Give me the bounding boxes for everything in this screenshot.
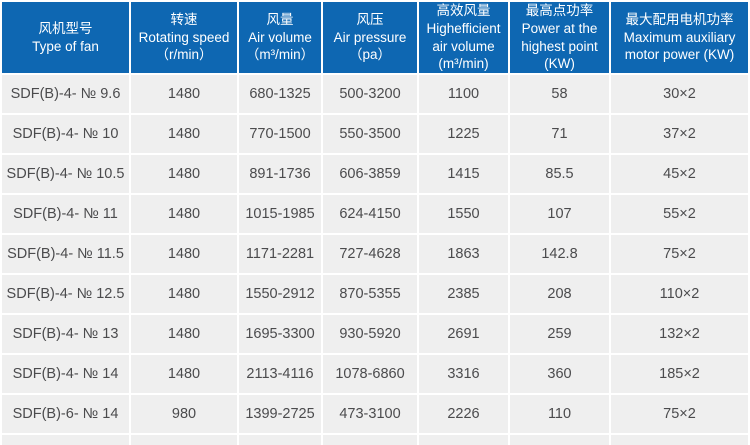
- cell-air-volume: 1015-1985: [239, 195, 321, 233]
- cell-max-motor-power: 37×2: [611, 115, 748, 153]
- cell-empty: [611, 435, 748, 445]
- column-header-air-pressure: 风压 Air pressure （pa）: [323, 2, 417, 73]
- table-row: SDF(B)-4- № 11.5 1480 1171-2281 727-4628…: [2, 235, 748, 273]
- cell-empty: [323, 435, 417, 445]
- cell-air-pressure: 1078-6860: [323, 355, 417, 393]
- cell-empty: [131, 435, 237, 445]
- cell-max-motor-power: 55×2: [611, 195, 748, 233]
- header-row: 风机型号 Type of fan 转速 Rotating speed （r/mi…: [2, 2, 748, 73]
- column-header-fan-type: 风机型号 Type of fan: [2, 2, 129, 73]
- cell-air-pressure: 624-4150: [323, 195, 417, 233]
- table-row: SDF(B)-4- № 11 1480 1015-1985 624-4150 1…: [2, 195, 748, 233]
- cell-power-highest-point: 85.5: [510, 155, 609, 193]
- cell-max-motor-power: 30×2: [611, 75, 748, 113]
- cell-max-motor-power: 185×2: [611, 355, 748, 393]
- cell-high-efficient-air-volume: 1550: [419, 195, 508, 233]
- cell-power-highest-point: 107: [510, 195, 609, 233]
- cell-empty: [510, 435, 609, 445]
- cell-max-motor-power: 75×2: [611, 235, 748, 273]
- table-row: SDF(B)-4- № 14 1480 2113-4116 1078-6860 …: [2, 355, 748, 393]
- cell-high-efficient-air-volume: 1863: [419, 235, 508, 273]
- cell-air-pressure: 870-5355: [323, 275, 417, 313]
- column-header-rotating-speed: 转速 Rotating speed （r/min）: [131, 2, 237, 73]
- cell-fan-model: SDF(B)-4- № 11.5: [2, 235, 129, 273]
- cell-high-efficient-air-volume: 2691: [419, 315, 508, 353]
- cell-rotating-speed: 1480: [131, 195, 237, 233]
- cell-rotating-speed: 1480: [131, 155, 237, 193]
- cell-fan-model: SDF(B)-4- № 12.5: [2, 275, 129, 313]
- cell-air-pressure: 550-3500: [323, 115, 417, 153]
- cell-empty: [2, 435, 129, 445]
- cell-power-highest-point: 110: [510, 395, 609, 433]
- cell-power-highest-point: 58: [510, 75, 609, 113]
- cell-high-efficient-air-volume: 1100: [419, 75, 508, 113]
- cell-high-efficient-air-volume: 1225: [419, 115, 508, 153]
- cell-fan-model: SDF(B)-6- № 14: [2, 395, 129, 433]
- cell-rotating-speed: 980: [131, 395, 237, 433]
- cell-fan-model: SDF(B)-4- № 13: [2, 315, 129, 353]
- cell-rotating-speed: 1480: [131, 235, 237, 273]
- cell-air-volume: 1171-2281: [239, 235, 321, 273]
- table-row: SDF(B)-4- № 12.5 1480 1550-2912 870-5355…: [2, 275, 748, 313]
- cell-rotating-speed: 1480: [131, 275, 237, 313]
- cell-air-pressure: 727-4628: [323, 235, 417, 273]
- cell-high-efficient-air-volume: 2226: [419, 395, 508, 433]
- table-row-clipped: [2, 435, 748, 445]
- column-header-air-volume: 风量 Air volume （m³/min）: [239, 2, 321, 73]
- cell-air-pressure: 930-5920: [323, 315, 417, 353]
- cell-empty: [419, 435, 508, 445]
- cell-air-volume: 2113-4116: [239, 355, 321, 393]
- column-header-high-efficient-air-volume: 高效风量 Highefficient air volume (m³/min): [419, 2, 508, 73]
- cell-power-highest-point: 259: [510, 315, 609, 353]
- column-header-max-motor-power: 最大配用电机功率 Maximum auxiliary motor power (…: [611, 2, 748, 73]
- cell-air-volume: 680-1325: [239, 75, 321, 113]
- cell-max-motor-power: 45×2: [611, 155, 748, 193]
- cell-air-volume: 891-1736: [239, 155, 321, 193]
- cell-air-volume: 770-1500: [239, 115, 321, 153]
- cell-fan-model: SDF(B)-4- № 10: [2, 115, 129, 153]
- cell-rotating-speed: 1480: [131, 75, 237, 113]
- table-row: SDF(B)-4- № 10 1480 770-1500 550-3500 12…: [2, 115, 748, 153]
- cell-air-pressure: 473-3100: [323, 395, 417, 433]
- cell-max-motor-power: 132×2: [611, 315, 748, 353]
- cell-fan-model: SDF(B)-4- № 9.6: [2, 75, 129, 113]
- cell-fan-model: SDF(B)-4- № 14: [2, 355, 129, 393]
- cell-air-volume: 1550-2912: [239, 275, 321, 313]
- cell-power-highest-point: 208: [510, 275, 609, 313]
- table-row: SDF(B)-4- № 10.5 1480 891-1736 606-3859 …: [2, 155, 748, 193]
- table-row: SDF(B)-6- № 14 980 1399-2725 473-3100 22…: [2, 395, 748, 433]
- cell-empty: [239, 435, 321, 445]
- column-header-power-highest-point: 最高点功率 Power at the highest point (KW): [510, 2, 609, 73]
- table-row: SDF(B)-4- № 13 1480 1695-3300 930-5920 2…: [2, 315, 748, 353]
- cell-air-pressure: 500-3200: [323, 75, 417, 113]
- cell-power-highest-point: 360: [510, 355, 609, 393]
- cell-fan-model: SDF(B)-4- № 11: [2, 195, 129, 233]
- cell-power-highest-point: 142.8: [510, 235, 609, 273]
- cell-power-highest-point: 71: [510, 115, 609, 153]
- cell-max-motor-power: 110×2: [611, 275, 748, 313]
- cell-high-efficient-air-volume: 2385: [419, 275, 508, 313]
- cell-rotating-speed: 1480: [131, 315, 237, 353]
- cell-high-efficient-air-volume: 1415: [419, 155, 508, 193]
- table-row: SDF(B)-4- № 9.6 1480 680-1325 500-3200 1…: [2, 75, 748, 113]
- cell-rotating-speed: 1480: [131, 355, 237, 393]
- cell-air-pressure: 606-3859: [323, 155, 417, 193]
- cell-high-efficient-air-volume: 3316: [419, 355, 508, 393]
- cell-fan-model: SDF(B)-4- № 10.5: [2, 155, 129, 193]
- cell-max-motor-power: 75×2: [611, 395, 748, 433]
- cell-air-volume: 1695-3300: [239, 315, 321, 353]
- cell-rotating-speed: 1480: [131, 115, 237, 153]
- cell-air-volume: 1399-2725: [239, 395, 321, 433]
